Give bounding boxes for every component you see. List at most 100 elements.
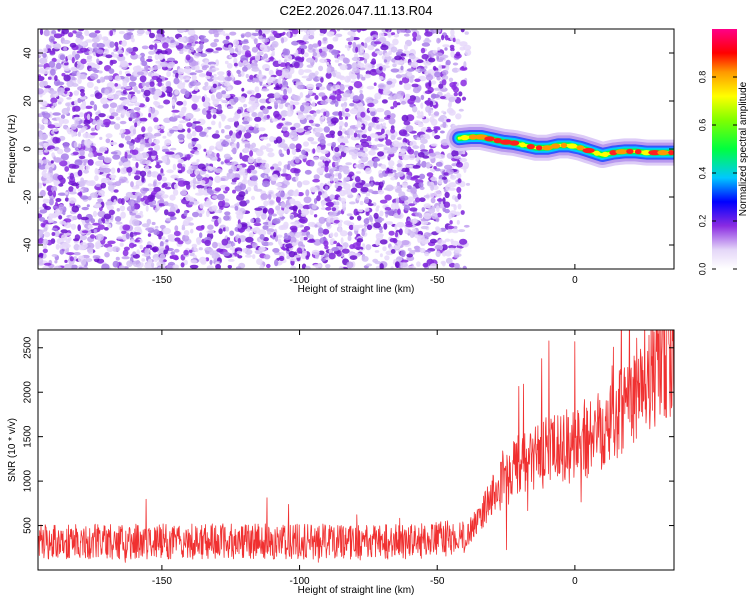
noise-blob — [285, 173, 292, 181]
noise-blob — [319, 33, 325, 36]
noise-blob — [215, 141, 222, 149]
noise-blob — [167, 211, 176, 217]
noise-blob — [250, 218, 255, 223]
noise-blob — [131, 219, 140, 227]
signal-peak — [484, 136, 495, 142]
noise-blob — [390, 128, 396, 134]
noise-blob — [97, 224, 105, 230]
noise-blob — [401, 182, 409, 189]
noise-blob — [80, 216, 89, 221]
noise-blob — [251, 32, 260, 37]
noise-blob — [191, 90, 198, 95]
noise-blob — [57, 192, 67, 196]
noise-blob — [120, 211, 126, 219]
noise-blob — [363, 218, 370, 225]
noise-blob — [386, 114, 391, 119]
noise-blob — [327, 201, 334, 208]
noise-blob — [252, 254, 256, 260]
noise-blob — [254, 116, 262, 122]
noise-blob — [424, 31, 433, 37]
noise-blob — [195, 52, 202, 57]
noise-blob — [57, 174, 64, 181]
noise-blob — [390, 249, 396, 254]
noise-blob — [206, 110, 211, 113]
noise-blob — [174, 225, 179, 232]
noise-blob — [53, 157, 62, 163]
noise-blob — [48, 198, 54, 206]
noise-blob — [133, 70, 139, 77]
noise-blob — [73, 252, 81, 256]
noise-blob — [334, 152, 342, 157]
noise-blob — [329, 95, 336, 101]
noise-blob — [423, 203, 432, 209]
noise-blob — [121, 198, 125, 205]
noise-blob — [139, 244, 143, 250]
signal-peak — [526, 144, 535, 150]
noise-blob — [177, 158, 184, 164]
noise-blob — [126, 154, 132, 159]
noise-blob — [195, 225, 205, 231]
noise-blob — [164, 209, 169, 216]
noise-blob — [147, 258, 153, 266]
noise-blob — [448, 77, 454, 83]
noise-blob — [392, 100, 398, 108]
noise-blob — [192, 118, 197, 122]
noise-blob — [242, 66, 248, 72]
noise-blob — [166, 264, 175, 269]
noise-blob — [150, 107, 156, 114]
noise-blob — [400, 65, 404, 71]
noise-blob — [284, 48, 290, 56]
noise-blob — [243, 103, 248, 108]
noise-blob — [453, 225, 458, 230]
noise-blob — [449, 82, 456, 88]
noise-blob — [374, 96, 378, 100]
noise-blob — [400, 259, 409, 263]
noise-blob — [334, 59, 340, 63]
snr-xtick-label: 0 — [572, 576, 578, 587]
noise-blob — [127, 29, 135, 32]
noise-blob — [383, 147, 392, 151]
noise-blob — [356, 238, 364, 243]
noise-blob — [83, 161, 87, 166]
noise-blob — [140, 88, 145, 93]
noise-blob — [357, 120, 361, 126]
noise-blob — [341, 202, 347, 208]
noise-blob — [117, 167, 121, 173]
noise-blob — [208, 166, 214, 172]
noise-blob — [215, 92, 223, 99]
noise-blob — [293, 255, 302, 258]
noise-blob — [214, 187, 222, 192]
noise-blob — [147, 233, 152, 237]
noise-blob — [43, 149, 49, 153]
noise-blob — [328, 211, 337, 217]
noise-blob — [315, 127, 324, 133]
noise-blob — [251, 142, 256, 148]
noise-blob — [179, 50, 184, 54]
noise-blob — [387, 209, 394, 216]
signal-peak — [634, 149, 642, 155]
noise-blob — [314, 56, 318, 63]
signal-peak — [535, 145, 543, 151]
noise-blob — [207, 224, 214, 230]
noise-blob — [172, 189, 179, 196]
noise-blob — [96, 58, 100, 64]
noise-blob — [172, 264, 179, 269]
noise-blob — [187, 142, 193, 149]
noise-blob — [135, 153, 143, 158]
noise-blob — [312, 51, 318, 57]
noise-blob — [223, 33, 231, 37]
noise-blob — [345, 176, 350, 181]
noise-blob — [70, 264, 78, 269]
noise-blob — [334, 100, 339, 107]
noise-blob — [331, 117, 339, 124]
noise-blob — [465, 182, 471, 186]
noise-blob — [107, 240, 116, 245]
noise-blob — [280, 184, 288, 189]
noise-blob — [236, 250, 242, 255]
noise-blob — [341, 248, 350, 254]
spectrogram-xtick-label: -50 — [430, 275, 445, 286]
noise-blob — [83, 112, 88, 120]
noise-blob — [89, 192, 99, 198]
noise-blob — [43, 142, 50, 147]
noise-blob — [319, 116, 325, 123]
